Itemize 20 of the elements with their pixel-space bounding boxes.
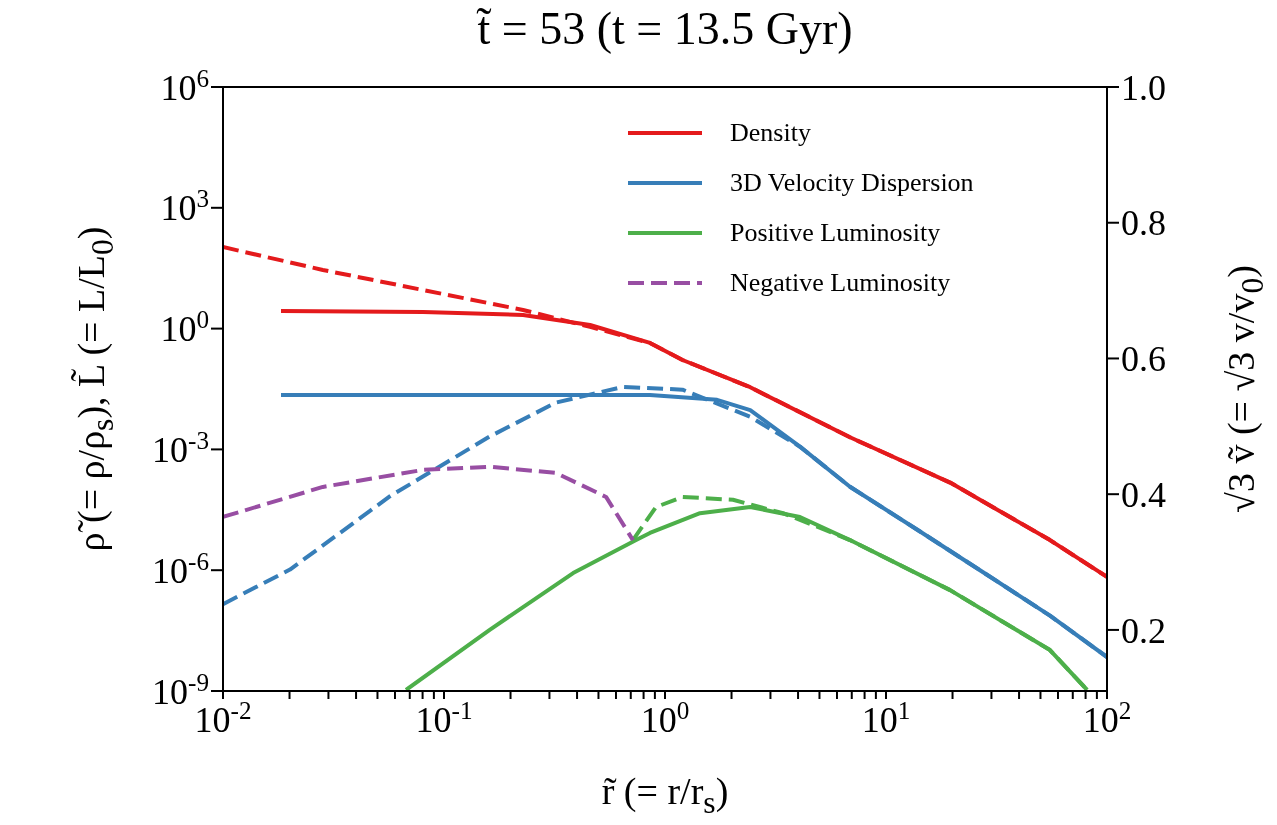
y-tick-label: 10$^{-6}$ (152, 547, 209, 591)
y-tick-label: 10$^{3}$ (160, 184, 209, 229)
legend-label: Negative Luminosity (730, 268, 951, 298)
x-tick-label: 10$^{-1}$ (415, 696, 473, 740)
x-tick-label: 10$^{2}$ (1082, 696, 1132, 740)
x-axis-title: r̃ (= r/r$_{s}$) (601, 769, 729, 821)
chart-title: t̃ = 53 (t = 13.5 Gyr) (477, 2, 853, 55)
legend-label: 3D Velocity Dispersion (730, 168, 974, 198)
y2-tick-label: 0.8 (1121, 203, 1166, 244)
legend-label: Positive Luminosity (730, 218, 941, 248)
y2-tick-label: 0.4 (1121, 474, 1166, 515)
y2-tick-label: 1.0 (1121, 67, 1166, 108)
y-tick-label: 10$^{-3}$ (152, 426, 209, 470)
y2-tick-label: 0.2 (1121, 610, 1166, 651)
y-tick-label: 10$^{0}$ (160, 305, 209, 350)
legend-label: Density (730, 118, 811, 148)
y2-tick-label: 0.6 (1121, 339, 1166, 380)
x-tick-label: 10$^{1}$ (861, 696, 911, 740)
y-tick-label: 10$^{6}$ (160, 64, 209, 108)
x-tick-label: 10$^{0}$ (640, 696, 690, 740)
